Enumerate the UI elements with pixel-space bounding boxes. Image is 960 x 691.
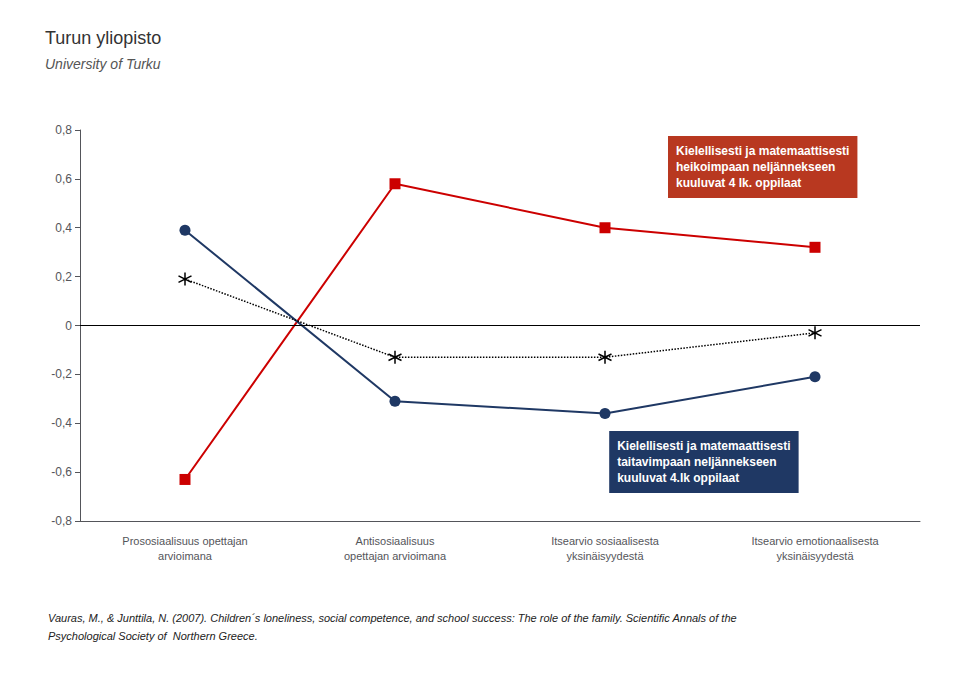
svg-text:Prososiaalisuus opettajan: Prososiaalisuus opettajan [122,535,247,547]
svg-text:arvioimana: arvioimana [158,550,213,562]
svg-text:yksinäisyydestä: yksinäisyydestä [776,550,854,562]
svg-text:-0,8: -0,8 [51,514,72,528]
svg-text:opettajan arvioimana: opettajan arvioimana [344,550,447,562]
svg-text:Itsearvio sosiaalisesta: Itsearvio sosiaalisesta [551,535,659,547]
svg-text:taitavimpaan neljännekseen: taitavimpaan neljännekseen [617,455,776,469]
svg-text:-0,2: -0,2 [51,367,72,381]
svg-text:Kielellisesti ja matemaattises: Kielellisesti ja matemaattisesti [676,144,849,158]
svg-text:0,2: 0,2 [55,270,72,284]
svg-text:Itsearvio emotionaalisesta: Itsearvio emotionaalisesta [751,535,879,547]
svg-text:Kielellisesti ja matemaattises: Kielellisesti ja matemaattisesti [617,439,790,453]
svg-text:kuuluvat 4.lk oppilaat: kuuluvat 4.lk oppilaat [617,471,739,485]
svg-text:0,6: 0,6 [55,172,72,186]
svg-text:heikoimpaan neljännekseen: heikoimpaan neljännekseen [676,160,835,174]
svg-text:Vauras, M., & Junttila, N. (20: Vauras, M., & Junttila, N. (2007). Child… [48,612,737,624]
svg-text:kuuluvat 4 lk. oppilaat: kuuluvat 4 lk. oppilaat [676,176,801,190]
svg-text:Psychological Society of Nort: Psychological Society of Northern Greece… [48,630,258,642]
svg-text:Turun yliopisto: Turun yliopisto [45,28,161,48]
svg-text:0,8: 0,8 [55,123,72,137]
svg-text:Antisosiaalisuus: Antisosiaalisuus [356,535,435,547]
svg-text:0,4: 0,4 [55,221,72,235]
svg-text:yksinäisyydestä: yksinäisyydestä [566,550,644,562]
svg-text:-0,6: -0,6 [51,465,72,479]
svg-text:University of Turku: University of Turku [45,56,161,72]
svg-text:0: 0 [65,319,72,333]
svg-text:-0,4: -0,4 [51,416,72,430]
